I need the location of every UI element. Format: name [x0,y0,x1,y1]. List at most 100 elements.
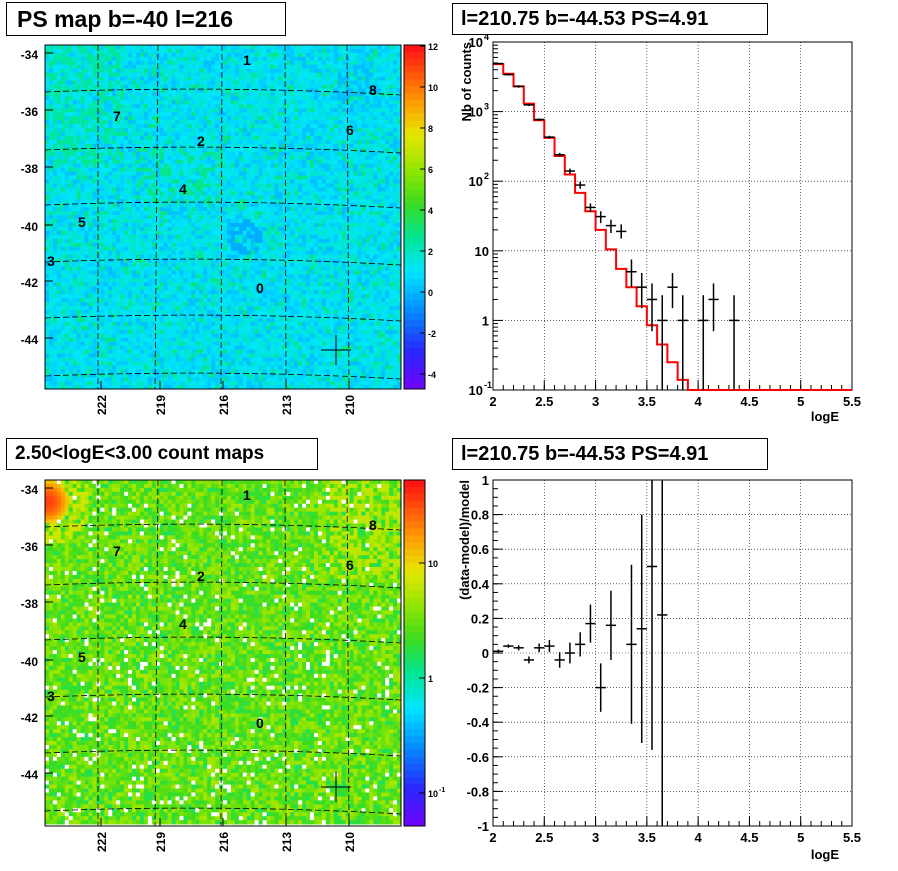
y-tick-label: -42 [21,711,39,725]
spectrum-title: l=210.75 b=-44.53 PS=4.91 [452,3,768,35]
parallel-line [44,372,402,380]
parallel-line [44,88,402,96]
residual-point [575,632,586,657]
ps-map-pixels [45,45,402,390]
scale-label: 10 [428,83,438,93]
x-axis-label: logE [811,409,839,424]
meridian-line [154,44,159,390]
spectrum-panel: 2 2.5 3 3.5 4 4.5 5 5.5 logE 10 -1 1 10 10 2 10 3 10 4 Nb o… [449,0,898,435]
y-axis-label: Nb of counts [459,42,474,121]
x-tick-label: 2.5 [535,394,553,409]
source-label-5: 5 [78,214,86,230]
parallel-line [44,581,402,589]
residual-point [503,644,514,648]
data-point [657,295,668,390]
residuals-chart: 2 2.5 3 3.5 4 4.5 5 5.5 logE -1 -0.8 -0.6 -0.4 -0.2 0 0… [457,473,861,862]
meridian-line [220,479,223,827]
color-scale-frame [403,44,426,390]
x-tick-label: 3 [592,830,599,845]
x-tick-label: 213 [280,832,294,852]
meridian-line [346,479,350,827]
y-tick-label: 0.4 [471,577,490,592]
residuals-grid [493,480,852,826]
data-point [493,62,504,65]
count-map-title: 2.50<logE<3.00 count maps [6,438,318,470]
scale-label: 1 [428,674,433,684]
model-curve [493,63,852,391]
x-tick-label: 2 [489,830,496,845]
y-tick-label: -38 [21,162,39,176]
y-tick-label: -38 [21,597,39,611]
count-map-panel: -34 -36 -38 -40 -42 -44 222 219 216 213 210 0 1 2 3 4 5 6… [0,435,449,871]
color-scale [404,480,425,827]
data-point [605,219,617,234]
source-label-3: 3 [47,253,55,269]
ps-map-title: PS map b=-40 l=216 [6,2,286,36]
scale-label: -2 [428,329,436,339]
meridian-line [284,44,287,390]
scale-label: 2 [428,247,433,257]
data-point [513,85,524,88]
y-tick-label: 10 [475,244,489,259]
parallel-line [44,749,402,757]
scale-label: 0 [428,288,433,298]
source-label-8: 8 [369,517,377,533]
y-tick-label: 10 [469,174,483,189]
x-tick-label: 222 [95,395,109,415]
x-tick-label: 5 [797,830,804,845]
data-point [575,181,586,189]
data-point [626,259,637,288]
x-tick-label: 5.5 [843,394,861,409]
residuals-title: l=210.75 b=-44.53 PS=4.91 [452,438,768,470]
y-tick-exponent: -1 [484,380,492,390]
data-point [667,272,678,309]
x-axis-label: logE [811,847,839,862]
y-tick-label: -34 [21,483,39,497]
data-point [503,73,514,76]
map-coordinate-grid [44,479,402,827]
residual-point [564,642,576,664]
residuals-panel: 2 2.5 3 3.5 4 4.5 5 5.5 logE -1 -0.8 -0.6 -0.4 -0.2 0 0… [449,435,898,871]
y-tick-label: -36 [21,105,39,119]
data-point [585,203,596,213]
x-tick-label: 4 [695,830,703,845]
y-tick-label: -36 [21,540,39,554]
color-scale-frame [403,479,426,827]
x-tick-label: 222 [95,832,109,852]
parallel-line [44,314,402,322]
color-scale [404,45,425,390]
y-tick-label: 10 [469,383,483,398]
y-tick-label: -0.4 [467,715,490,730]
source-label-5: 5 [78,649,86,665]
ps-map-panel: -34 -36 -38 -40 -42 -44 222 219 216 213 210 0 1 2 3 4 5 6… [0,0,449,435]
scale-label: 8 [428,124,433,134]
meridian-line [154,479,159,827]
y-tick-label: -44 [21,768,39,782]
scale-label: 4 [428,206,433,216]
y-tick-exponent: 2 [484,171,489,181]
parallel-line [44,258,402,266]
scale-label: 12 [428,42,438,52]
source-label-8: 8 [369,82,377,98]
data-point [564,168,576,174]
parallel-line [44,523,402,531]
data-point [728,295,740,390]
residual-point [513,645,524,651]
data-point [534,118,545,121]
residual-point [646,480,658,750]
data-point [636,272,647,309]
source-label-4: 4 [179,616,187,632]
meridian-line [284,479,287,827]
source-label-1: 1 [243,52,251,68]
y-tick-label: 10 [469,35,483,50]
y-tick-label: 0.8 [471,508,489,523]
residual-point [493,649,504,653]
x-tick-label: 216 [217,832,231,852]
y-tick-label: 0.6 [471,542,489,557]
source-label-2: 2 [197,133,205,149]
spectrum-grid [493,42,852,390]
x-tick-label: 219 [154,395,168,415]
y-tick-exponent: 4 [484,32,489,42]
y-tick-label: -34 [21,48,39,62]
x-tick-label: 4.5 [740,830,758,845]
